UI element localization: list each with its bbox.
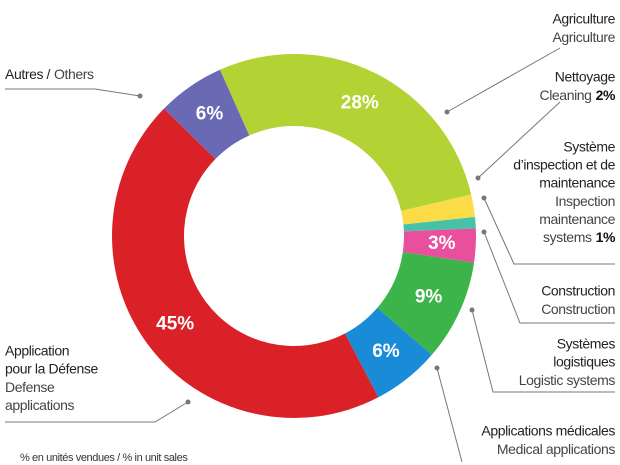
category-label-en: Cleaning (540, 87, 592, 103)
category-label-en: applications (5, 397, 75, 413)
leader-line (5, 88, 141, 97)
data-label: 6% (196, 103, 224, 124)
category-label-en: maintenance (539, 211, 615, 227)
leader-dot (137, 93, 143, 99)
category-label-line: Autres / Others (5, 66, 94, 82)
category-label: Construction (541, 283, 615, 299)
data-label: 3% (428, 233, 456, 254)
category-label-en: Logistic systems (519, 372, 616, 388)
donut-segment (219, 54, 472, 211)
category-label: Nettoyage (555, 69, 616, 85)
data-label: 1% (596, 229, 616, 245)
category-label: logistiques (553, 354, 615, 370)
category-label-en: Others (54, 66, 94, 82)
footnote: % en unités vendues / % in unit sales (20, 452, 188, 464)
category-label-en: Agriculture (552, 29, 615, 45)
leader-line (446, 47, 561, 113)
donut-segment (111, 108, 379, 419)
data-label: 28% (341, 92, 379, 113)
category-label: maintenance (539, 175, 615, 191)
data-label: 9% (415, 287, 443, 308)
donut-segment (402, 228, 476, 263)
category-label-en: Defense (5, 379, 55, 395)
leader-line (5, 401, 189, 423)
data-label: 6% (372, 341, 400, 362)
category-label-en: applications (5, 397, 75, 413)
leader-dot (481, 229, 487, 235)
donut-segment (377, 252, 475, 355)
category-label-en: Construction (541, 301, 615, 317)
category-label: Système (563, 139, 615, 155)
category-label: Autres / (5, 66, 51, 82)
leader-line (436, 367, 463, 463)
category-label: Agriculture (552, 11, 615, 27)
category-label-en: Medical applications (497, 441, 615, 457)
category-label-en: Inspection (555, 193, 615, 209)
category-label-en: Cleaning 2% (540, 87, 616, 103)
category-label-en: Agriculture (552, 29, 615, 45)
category-label-en: Inspection (555, 193, 615, 209)
category-label-en: Defense (5, 379, 55, 395)
category-label: d’inspection et de (513, 157, 615, 173)
category-label-en: systems (543, 229, 592, 245)
data-label: 2% (596, 87, 616, 103)
leader-dot (444, 109, 450, 115)
category-label: Application (5, 343, 69, 359)
donut-segment (403, 216, 476, 232)
category-label: Systèmes (557, 336, 616, 352)
leader-dot (434, 365, 440, 371)
leader-dot (481, 195, 487, 201)
category-label: pour la Défense (5, 361, 98, 377)
category-label-en: maintenance (539, 211, 615, 227)
donut-segment (163, 69, 250, 160)
leader-line (471, 309, 615, 393)
donut-segment (401, 194, 476, 225)
data-label: 45% (156, 313, 194, 334)
leader-dot (469, 307, 475, 313)
category-label-en: Logistic systems (519, 372, 616, 388)
category-label: Applications médicales (481, 423, 615, 439)
donut-segment (344, 307, 432, 398)
category-label-en: Medical applications (497, 441, 615, 457)
leader-line (477, 101, 561, 179)
leader-dot (475, 175, 481, 181)
leader-line (483, 197, 615, 265)
category-label-en: systems 1% (543, 229, 616, 245)
leader-dot (185, 399, 191, 405)
category-label-en: Construction (541, 301, 615, 317)
leader-line (483, 231, 615, 324)
